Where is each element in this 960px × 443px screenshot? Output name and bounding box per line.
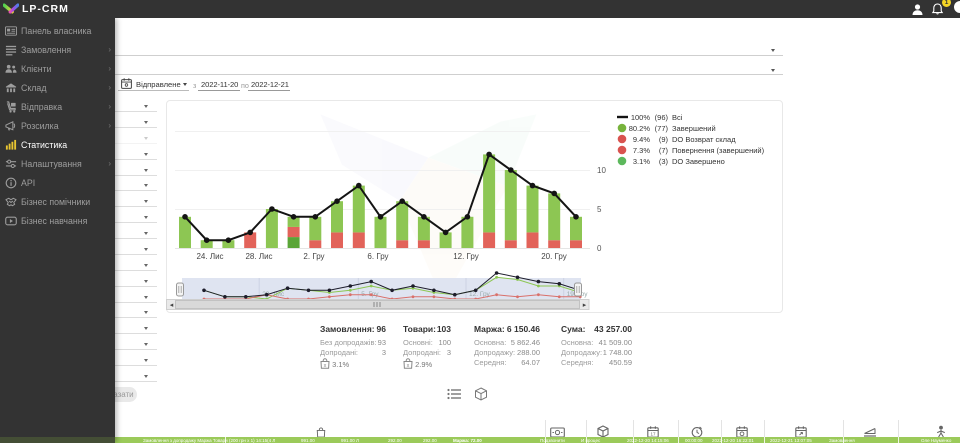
svg-text:(77): (77) bbox=[655, 124, 669, 133]
svg-text:17: 17 bbox=[650, 432, 656, 437]
svg-text:DO Завершено: DO Завершено bbox=[672, 157, 725, 166]
svg-text:◂: ◂ bbox=[170, 302, 174, 309]
svg-text:7.3%: 7.3% bbox=[633, 146, 650, 155]
svg-text:20. Гру: 20. Гру bbox=[541, 252, 567, 261]
svg-text:12. Гру: 12. Гру bbox=[453, 252, 479, 261]
svg-text:80.2%: 80.2% bbox=[629, 124, 651, 133]
svg-text:0: 0 bbox=[597, 244, 602, 253]
svg-text:(96): (96) bbox=[655, 113, 669, 122]
svg-text:Повернення (завершений): Повернення (завершений) bbox=[672, 146, 765, 155]
svg-text:12. Гру: 12. Гру bbox=[469, 291, 491, 298]
svg-text:(9): (9) bbox=[659, 135, 669, 144]
svg-text:Завершений: Завершений bbox=[672, 124, 716, 133]
svg-text:28. Лис: 28. Лис bbox=[262, 291, 285, 298]
svg-text:9.4%: 9.4% bbox=[633, 135, 650, 144]
svg-text:6. Гру: 6. Гру bbox=[367, 252, 388, 261]
svg-text:(7): (7) bbox=[659, 146, 669, 155]
svg-text:(3): (3) bbox=[659, 157, 669, 166]
svg-text:2. Гру: 2. Гру bbox=[303, 252, 324, 261]
svg-text:24. Лис: 24. Лис bbox=[196, 252, 223, 261]
svg-text:▸: ▸ bbox=[583, 302, 587, 309]
svg-text:100%: 100% bbox=[631, 113, 651, 122]
svg-text:10: 10 bbox=[597, 166, 606, 175]
svg-text:DO Возврат склад: DO Возврат склад bbox=[672, 135, 736, 144]
svg-text:28. Лис: 28. Лис bbox=[245, 252, 272, 261]
svg-text:x: x bbox=[407, 363, 410, 369]
svg-text:x: x bbox=[324, 363, 327, 369]
svg-text:5: 5 bbox=[597, 205, 602, 214]
svg-text:Всі: Всі bbox=[672, 113, 683, 122]
svg-text:3.1%: 3.1% bbox=[633, 157, 650, 166]
